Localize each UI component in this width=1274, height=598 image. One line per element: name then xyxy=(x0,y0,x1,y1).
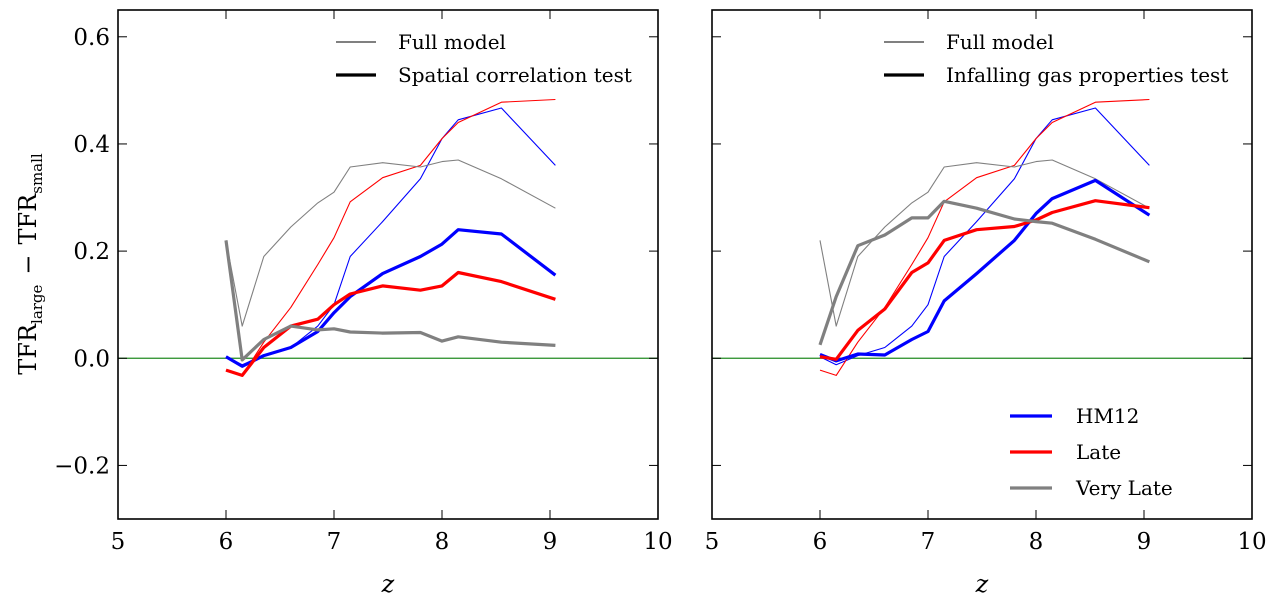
y-axis-label-main-2: TFR xyxy=(14,193,42,245)
left-x-tick-label: 9 xyxy=(543,529,558,555)
right-x-tick-label: 8 xyxy=(1029,529,1044,555)
left-panel-legend: Full model Spatial correlation test xyxy=(336,30,632,87)
left-panel-tick-labels: 5 6 7 8 9 10 −0.2 0.0 0.2 0.4 0.6 xyxy=(54,25,673,555)
right-hm12-thick-line xyxy=(819,178,1151,363)
left-x-tick-label: 5 xyxy=(111,529,126,555)
right-panel-legend: Full model Infalling gas properties test xyxy=(884,30,1228,87)
y-axis-label-sub-2: small xyxy=(28,153,46,194)
left-panel-frame xyxy=(117,9,659,520)
y-axis-label-minus: − xyxy=(14,254,42,274)
right-x-tick-label: 10 xyxy=(1237,529,1266,555)
left-y-tick-label: −0.2 xyxy=(54,453,110,479)
y-axis-label-main: TFR xyxy=(14,323,42,375)
left-x-tick-label: 6 xyxy=(219,529,234,555)
left-hm12-thick-line xyxy=(225,228,557,368)
left-y-tick-label: 0.0 xyxy=(73,346,110,372)
legend-label-hm12: HM12 xyxy=(1076,404,1139,428)
right-legend-label: Full model xyxy=(946,30,1054,54)
right-panel-frame xyxy=(711,9,1253,520)
right-x-tick-label: 9 xyxy=(1137,529,1152,555)
legend-label-late: Late xyxy=(1076,440,1121,464)
y-axis-label: TFRlarge−TFRsmall xyxy=(14,153,46,375)
left-late-thick-line xyxy=(225,270,556,377)
left-x-tick-label: 10 xyxy=(643,529,672,555)
right-x-axis-label: z xyxy=(975,570,989,598)
right-late-thick-line xyxy=(819,199,1150,361)
right-late-thin-line xyxy=(819,98,1150,376)
legend-label-very-late: Very Late xyxy=(1075,476,1173,500)
right-x-tick-label: 7 xyxy=(921,529,936,555)
left-x-axis-label: z xyxy=(381,570,395,598)
left-x-tick-label: 7 xyxy=(327,529,342,555)
right-x-tick-label: 6 xyxy=(813,529,828,555)
right-legend-label: Infalling gas properties test xyxy=(946,63,1228,87)
left-x-tick-label: 8 xyxy=(435,529,450,555)
left-y-tick-label: 0.6 xyxy=(73,25,110,51)
right-hm12-thin-line xyxy=(819,107,1150,366)
right-very-late-thin-line xyxy=(819,159,1150,327)
svg-text:TFRlarge−TFRsmall: TFRlarge−TFRsmall xyxy=(14,153,46,375)
left-y-tick-label: 0.2 xyxy=(73,239,110,265)
left-very-late-thin-line xyxy=(225,159,556,327)
right-panel: 5 6 7 8 9 10 Full model Infalling gas properti… xyxy=(705,9,1267,598)
left-panel-lines xyxy=(118,98,658,377)
right-very-late-thick-line xyxy=(818,199,1151,346)
left-very-late-thick-line xyxy=(224,240,556,362)
right-panel-lines xyxy=(712,98,1252,376)
right-panel-color-legend: HM12 Late Very Late xyxy=(1010,404,1173,500)
left-legend-label: Full model xyxy=(398,30,506,54)
y-axis-label-sub-1: large xyxy=(28,284,46,324)
right-panel-tick-labels: 5 6 7 8 9 10 xyxy=(705,529,1267,555)
right-x-tick-label: 5 xyxy=(705,529,720,555)
left-y-tick-label: 0.4 xyxy=(73,132,110,158)
left-panel: 5 6 7 8 9 10 −0.2 0.0 0.2 0.4 0.6 Full model Spatia… xyxy=(54,9,673,598)
left-legend-label: Spatial correlation test xyxy=(398,63,632,87)
left-late-thin-line xyxy=(225,98,556,376)
